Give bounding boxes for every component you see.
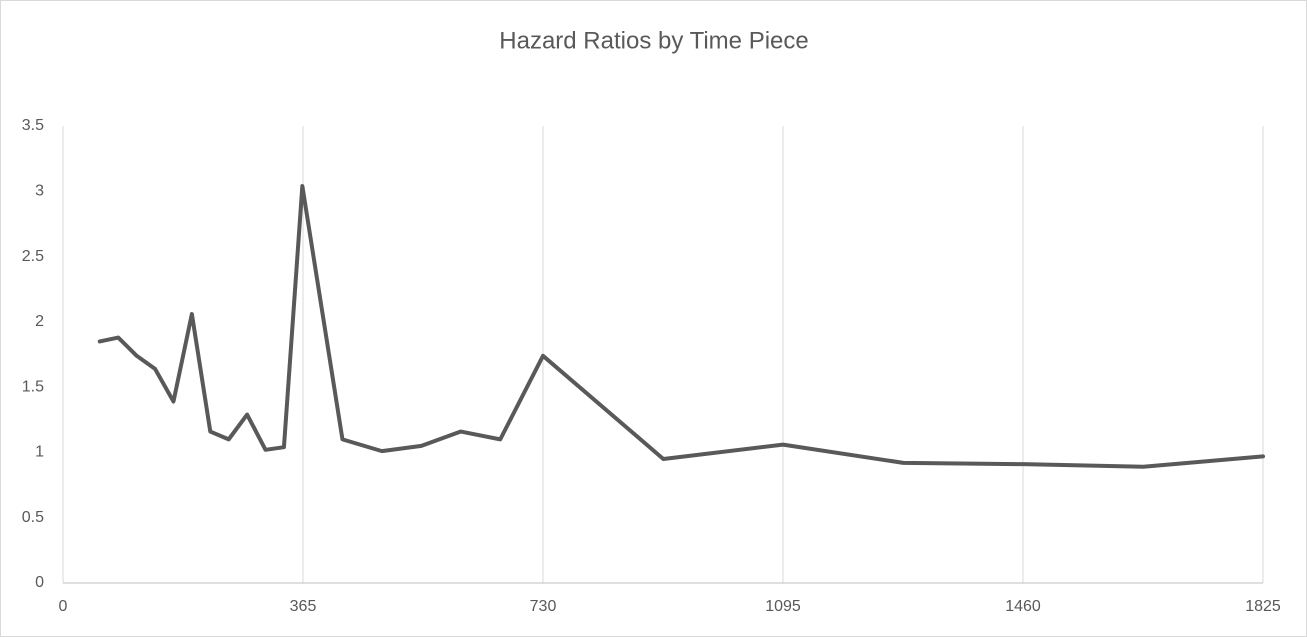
- y-tick-label: 0.5: [22, 509, 44, 526]
- x-tick-label: 730: [530, 598, 557, 615]
- x-tick-label: 0: [59, 598, 68, 615]
- y-tick-label: 0: [35, 574, 44, 591]
- y-tick-label: 1: [35, 444, 44, 461]
- x-tick-label: 1825: [1245, 598, 1281, 615]
- y-tick-label: 2: [35, 313, 44, 330]
- x-tick-label: 1460: [1005, 598, 1041, 615]
- y-tick-label: 1.5: [22, 378, 44, 395]
- y-tick-label: 3: [35, 183, 44, 200]
- x-tick-label: 365: [290, 598, 317, 615]
- data-line: [97, 184, 1265, 469]
- chart-title: Hazard Ratios by Time Piece: [499, 27, 808, 54]
- y-tick-label: 2.5: [22, 248, 44, 265]
- y-tick-label: 3.5: [22, 117, 44, 134]
- x-tick-label: 1095: [765, 598, 801, 615]
